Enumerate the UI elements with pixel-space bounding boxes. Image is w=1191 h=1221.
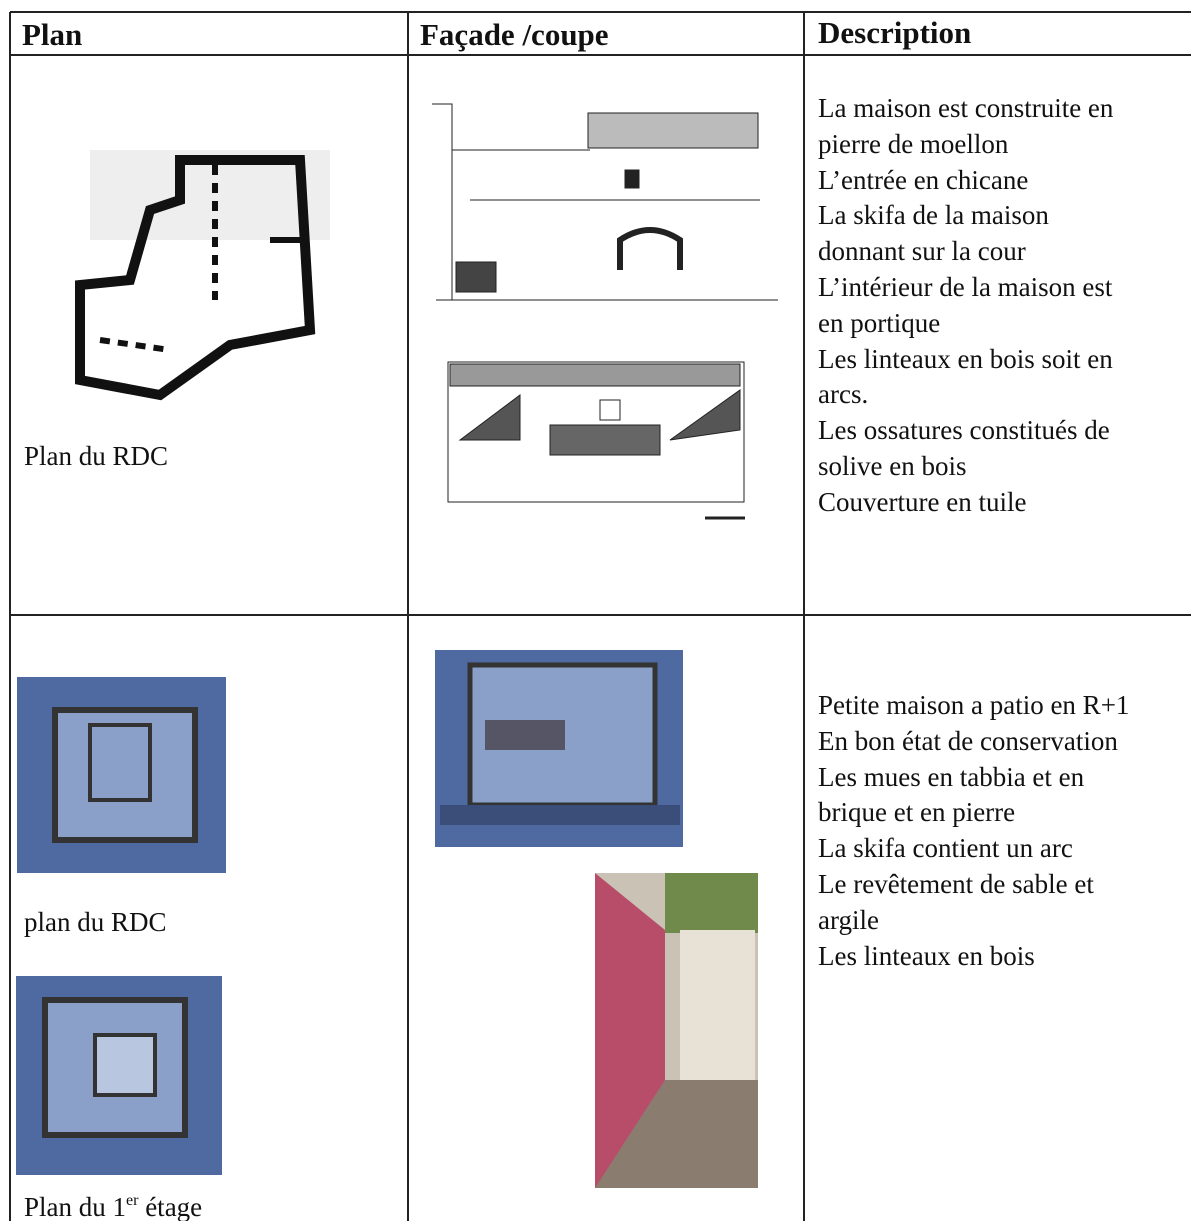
facade-image bbox=[432, 103, 778, 520]
description-line: Les linteaux en bois bbox=[818, 940, 1035, 971]
description-line: Les linteaux en bois soit en bbox=[818, 343, 1113, 374]
plan-caption: plan du RDC bbox=[24, 904, 167, 940]
description-line: arcs. bbox=[818, 379, 869, 410]
plan-caption: Plan du RDC bbox=[24, 438, 168, 474]
description-line: Petite maison a patio en R+1 bbox=[818, 690, 1130, 720]
caption-text: plan du RDC bbox=[24, 907, 167, 937]
column-header: Façade /coupe bbox=[420, 17, 609, 52]
description-line: La skifa contient un arc bbox=[818, 833, 1073, 864]
description-line: Les ossatures constitués de bbox=[818, 415, 1110, 446]
caption-text: Plan du 1 bbox=[24, 1192, 127, 1221]
description-line: brique et en pierre bbox=[818, 797, 1016, 828]
description-line: solive en bois bbox=[818, 451, 967, 481]
description-line: La skifa de la maison bbox=[818, 200, 1049, 231]
description-line: L’intérieur de la maison est bbox=[818, 272, 1113, 302]
description-line: L’entrée en chicane bbox=[818, 164, 1029, 195]
facade-image bbox=[435, 650, 758, 1188]
description-line: En bon état de conservation bbox=[818, 725, 1118, 756]
plan-image bbox=[16, 677, 226, 1175]
description-line: donnant sur la cour bbox=[818, 236, 1026, 267]
column-header: Plan bbox=[22, 17, 83, 52]
description-line: argile bbox=[818, 904, 879, 935]
description-line: Les mues en tabbia et en bbox=[818, 761, 1085, 792]
caption-text: étage bbox=[138, 1192, 203, 1221]
caption-superscript: er bbox=[126, 1192, 139, 1209]
description-line: Le revêtement de sable et bbox=[818, 869, 1094, 899]
plan-image bbox=[75, 150, 330, 401]
description-line: La maison est construite en bbox=[818, 93, 1114, 123]
caption-text: Plan du RDC bbox=[24, 441, 169, 471]
plan-caption: Plan du 1er étage bbox=[24, 1189, 202, 1221]
table-grid bbox=[9, 11, 1191, 1221]
column-header: Description bbox=[818, 15, 972, 50]
description-line: pierre de moellon bbox=[818, 128, 1009, 159]
description-line: Couverture en tuile bbox=[818, 486, 1027, 517]
description-line: en portique bbox=[818, 307, 941, 338]
